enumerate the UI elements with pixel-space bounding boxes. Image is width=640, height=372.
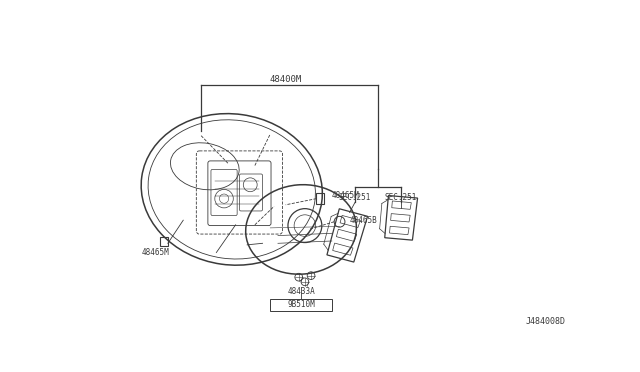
Text: 48465M: 48465M — [141, 248, 170, 257]
Text: 48465M: 48465M — [332, 191, 360, 200]
Text: 48465B: 48465B — [349, 216, 378, 225]
Text: SEC.251: SEC.251 — [385, 193, 417, 202]
Bar — [160, 237, 168, 246]
Bar — [270, 299, 332, 311]
Text: SEC.251: SEC.251 — [339, 193, 371, 202]
Bar — [316, 193, 324, 204]
Text: 48400M: 48400M — [269, 75, 302, 84]
Text: 48433A: 48433A — [287, 286, 315, 295]
Text: 9B510M: 9B510M — [287, 301, 315, 310]
Text: J484008D: J484008D — [525, 317, 565, 326]
